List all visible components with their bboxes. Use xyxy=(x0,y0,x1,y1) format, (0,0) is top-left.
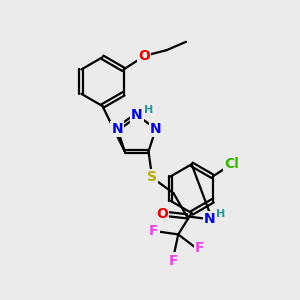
Text: S: S xyxy=(147,170,157,184)
Text: N: N xyxy=(112,122,123,136)
Text: Cl: Cl xyxy=(224,157,239,171)
Text: H: H xyxy=(216,209,225,219)
Text: F: F xyxy=(149,224,159,239)
Text: N: N xyxy=(204,212,216,226)
Text: F: F xyxy=(169,254,178,268)
Text: H: H xyxy=(144,106,153,116)
Text: O: O xyxy=(138,49,150,63)
Text: F: F xyxy=(195,242,205,255)
Text: N: N xyxy=(131,108,142,122)
Text: O: O xyxy=(156,207,168,221)
Text: N: N xyxy=(150,122,162,136)
